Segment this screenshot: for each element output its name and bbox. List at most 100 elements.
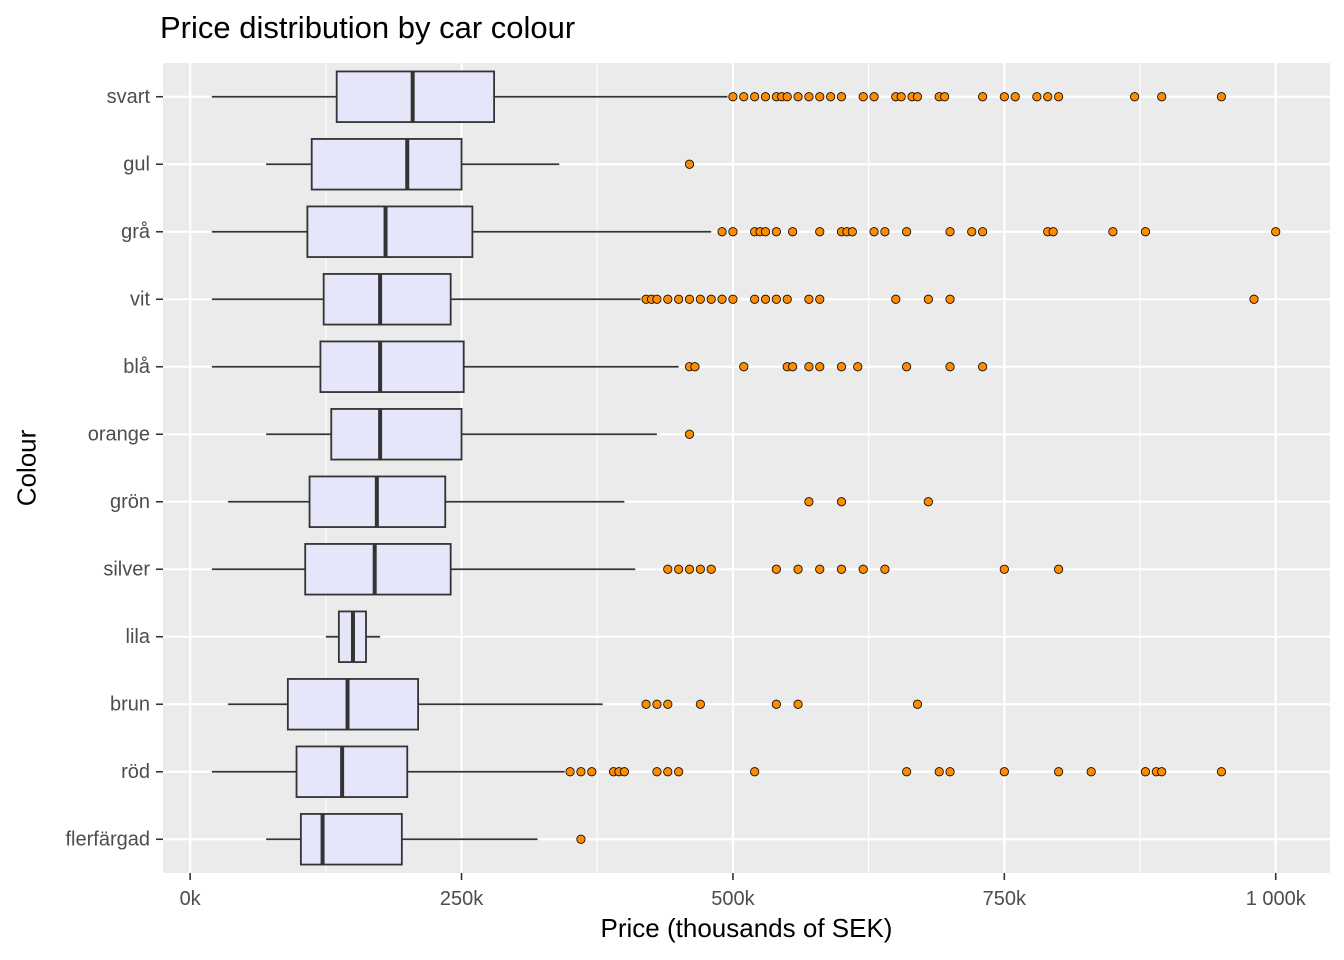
outlier-point: [760, 92, 771, 102]
outlier-point: [1271, 227, 1281, 237]
box-röd: [211, 745, 1227, 798]
box-series: [211, 70, 1281, 866]
outlier-point: [750, 92, 760, 102]
outlier-point: [836, 92, 847, 102]
outlier-point: [728, 227, 738, 237]
y-axis: svart gul grå vit blå orange grön silver lila bru…: [66, 86, 163, 850]
outlier-point: [945, 767, 955, 777]
outlier-point: [804, 362, 814, 372]
outlier-point: [663, 564, 673, 574]
y-tick-label: vit: [130, 288, 150, 310]
outlier-point: [804, 294, 814, 304]
outlier-point: [853, 362, 863, 372]
outlier-point: [836, 362, 847, 372]
x-tick-label: 750k: [983, 888, 1027, 910]
outlier-point: [619, 767, 629, 777]
box-vit: [211, 273, 1259, 326]
outlier-point: [1157, 767, 1167, 777]
outlier-point: [728, 92, 738, 102]
outlier-point: [815, 564, 825, 574]
outlier-point: [940, 92, 950, 102]
outlier-point: [674, 767, 684, 777]
box-iqr: [299, 813, 403, 866]
y-tick-label: röd: [121, 761, 150, 783]
outlier-point: [869, 92, 879, 102]
x-tick-label: 1 000k: [1246, 888, 1307, 910]
outlier-point: [815, 362, 825, 372]
outlier-point: [836, 564, 847, 574]
box-lila: [325, 610, 381, 663]
outlier-point: [1054, 92, 1064, 102]
box-orange: [266, 408, 695, 461]
outlier-point: [652, 699, 662, 709]
outlier-point: [652, 767, 662, 777]
outlier-point: [663, 767, 673, 777]
y-tick-label: grön: [110, 491, 150, 513]
outlier-point: [1157, 92, 1167, 102]
outlier-point: [1140, 227, 1151, 237]
outlier-point: [674, 564, 684, 574]
outlier-point: [684, 564, 695, 574]
box-flerfärgad: [266, 813, 586, 866]
outlier-point: [902, 362, 912, 372]
box-iqr: [335, 70, 496, 123]
outlier-point: [880, 564, 890, 574]
outlier-point: [771, 699, 781, 709]
outlier-point: [1010, 92, 1020, 102]
outlier-point: [690, 362, 700, 372]
outlier-point: [978, 362, 988, 372]
box-silver: [211, 543, 1064, 596]
outlier-point: [684, 294, 695, 304]
outlier-point: [695, 564, 705, 574]
minor-gridlines: [325, 63, 1141, 873]
box-iqr: [304, 543, 452, 596]
outlier-point: [771, 227, 781, 237]
outlier-point: [978, 92, 988, 102]
outlier-point: [923, 497, 933, 507]
outlier-point: [750, 294, 760, 304]
outlier-point: [739, 362, 749, 372]
outlier-point: [1216, 767, 1227, 777]
outlier-point: [847, 227, 857, 237]
outlier-point: [978, 227, 988, 237]
outlier-point: [804, 92, 814, 102]
outlier-point: [967, 227, 977, 237]
y-tick-label: brun: [110, 693, 150, 715]
box-iqr: [295, 745, 409, 798]
outlier-point: [788, 362, 798, 372]
outlier-point: [565, 767, 575, 777]
outlier-point: [760, 227, 771, 237]
outlier-point: [945, 362, 955, 372]
box-iqr: [306, 205, 474, 258]
box-iqr: [330, 408, 463, 461]
outlier-point: [896, 92, 906, 102]
box-blå: [211, 340, 988, 393]
box-iqr: [322, 273, 452, 326]
outlier-point: [815, 227, 825, 237]
box-grön: [228, 475, 933, 528]
box-brun: [228, 678, 923, 731]
outlier-point: [826, 92, 836, 102]
x-tick-label: 0k: [180, 888, 202, 910]
y-tick-label: flerfärgad: [66, 828, 151, 850]
box-iqr: [286, 678, 420, 731]
outlier-point: [717, 294, 727, 304]
outlier-point: [641, 699, 651, 709]
outlier-point: [1048, 227, 1058, 237]
x-axis: 0k 250k 500k 750k 1 000k: [180, 873, 1307, 910]
outlier-point: [923, 294, 933, 304]
x-tick-label: 500k: [711, 888, 755, 910]
outlier-point: [1054, 564, 1064, 574]
outlier-point: [999, 92, 1009, 102]
outlier-point: [695, 294, 705, 304]
chart-title: Price distribution by car colour: [160, 10, 576, 45]
outlier-point: [793, 564, 803, 574]
y-tick-label: lila: [126, 626, 151, 648]
outlier-point: [652, 294, 662, 304]
outlier-point: [804, 497, 814, 507]
outlier-point: [576, 834, 586, 844]
outlier-point: [684, 429, 695, 439]
outlier-point: [945, 227, 955, 237]
outlier-point: [836, 497, 847, 507]
outlier-point: [760, 294, 771, 304]
